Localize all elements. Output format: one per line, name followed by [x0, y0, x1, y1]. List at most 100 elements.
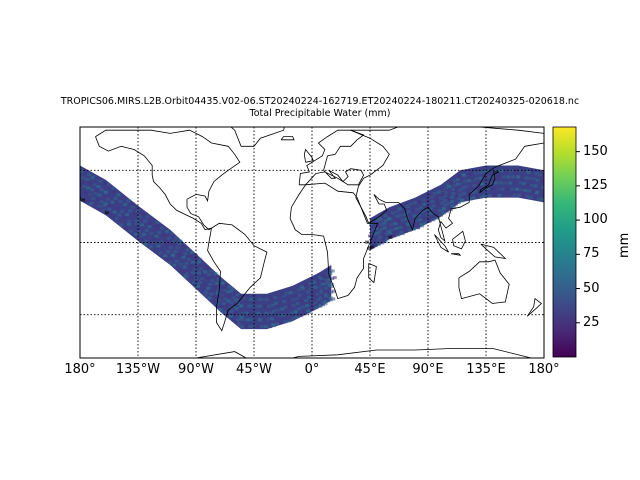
swath-pixel	[297, 293, 302, 297]
swath-pixel	[391, 215, 396, 219]
swath-pixel	[212, 275, 217, 279]
swath-pixel	[446, 201, 451, 205]
swath-pixel	[490, 187, 495, 191]
swath-pixel	[271, 303, 275, 307]
swath-pixel	[141, 232, 146, 236]
swath-pixel	[479, 182, 484, 186]
swath-pixel	[140, 223, 144, 227]
swath-pixel	[496, 175, 501, 179]
swath-pixel	[524, 176, 529, 180]
swath-pixel	[476, 170, 481, 174]
swath-pixel	[487, 175, 491, 179]
swath-pixel	[381, 233, 386, 237]
swath-pixel	[293, 310, 298, 314]
swath-pixel	[119, 220, 124, 224]
swath-pixel	[177, 253, 182, 257]
swath-pixel	[483, 194, 487, 198]
swath-pixel	[438, 213, 443, 217]
swath-pixel	[95, 198, 100, 202]
swath-pixel	[439, 200, 444, 204]
coastline-1	[230, 127, 285, 147]
swath-pixel	[516, 175, 521, 179]
coastline-5	[298, 129, 365, 186]
swath-pixel	[534, 172, 539, 176]
swath-pixel	[277, 295, 282, 298]
swath-pixel	[456, 182, 461, 186]
swath-pixel	[277, 314, 282, 318]
swath-pixel	[393, 222, 398, 226]
swath-pixel	[101, 195, 106, 199]
lon-tick-label: 90°W	[178, 362, 214, 377]
swath-pixel	[227, 285, 232, 289]
swath-pixel	[171, 243, 176, 247]
swath-pixel	[223, 309, 228, 312]
swath-pixel	[143, 242, 148, 246]
swath-pixel	[514, 187, 519, 191]
swath-pixel	[505, 187, 510, 191]
swath-pixel	[152, 228, 157, 231]
swath-pixel	[320, 275, 325, 279]
swath-pixel	[507, 193, 512, 197]
swath-pixel	[445, 183, 450, 187]
swath-pixel	[376, 224, 380, 228]
swath-pixel	[151, 238, 156, 242]
swath-pixel	[176, 266, 181, 270]
swath-pixel	[533, 184, 538, 188]
swath-pixel	[293, 295, 298, 299]
swath-pixel	[222, 310, 227, 314]
swath-pixel	[274, 301, 279, 305]
swath-pixel	[321, 303, 325, 307]
lon-tick-label: 180°	[64, 362, 96, 377]
swath-pixel	[123, 206, 128, 210]
swath-pixel	[473, 189, 478, 193]
swath-pixel	[386, 229, 391, 233]
swath-pixel	[229, 289, 234, 293]
swath-pixel	[404, 217, 409, 221]
swath-pixel	[182, 265, 187, 269]
swath-pixel	[238, 308, 242, 312]
swath-pixel	[221, 302, 226, 306]
swath-pixel	[203, 270, 208, 274]
swath-pixel	[160, 227, 165, 230]
swath-pixel	[392, 234, 397, 238]
swath-pixel	[318, 276, 322, 280]
swath-pixel	[370, 245, 375, 249]
swath-pixel	[435, 202, 440, 206]
swath-pixel	[257, 318, 262, 322]
swath-pixel	[417, 199, 422, 203]
swath-pixel	[210, 289, 215, 293]
swath-pixel	[80, 169, 83, 173]
swath-pixel	[331, 297, 336, 301]
swath-pixel	[86, 186, 91, 190]
swath-pixel	[402, 211, 407, 215]
swath-pixel	[121, 196, 126, 200]
swath-pixel	[307, 295, 312, 299]
swath-pixel	[131, 202, 135, 206]
lon-tick-label: 45°W	[236, 362, 272, 377]
swath-pixel	[178, 262, 183, 266]
swath-pixel	[94, 178, 99, 182]
swath-pixel	[469, 172, 474, 176]
swath-pixel	[90, 176, 95, 180]
coastline-7	[479, 171, 500, 194]
swath-pixel	[482, 176, 487, 180]
swath-pixel	[411, 209, 415, 212]
coastline-12	[458, 259, 510, 304]
coastline-3	[289, 182, 379, 300]
swath-pixel	[114, 217, 119, 221]
coastline-6	[350, 127, 544, 243]
swath-pixel	[449, 195, 454, 199]
swath-pixel	[303, 297, 307, 301]
swath-pixel	[425, 213, 430, 217]
swath-pixel	[373, 239, 378, 243]
swath-pixel	[331, 289, 336, 293]
swath-pixel	[400, 218, 405, 222]
swath-pixel	[461, 173, 466, 177]
swath-pixel	[330, 277, 335, 281]
swath-pixel	[540, 197, 544, 201]
coastline-16	[280, 136, 295, 141]
swath-pixel	[123, 203, 128, 207]
swath-pixel	[227, 294, 232, 298]
swath-pixel	[263, 311, 268, 315]
swath-pixel	[217, 298, 222, 302]
